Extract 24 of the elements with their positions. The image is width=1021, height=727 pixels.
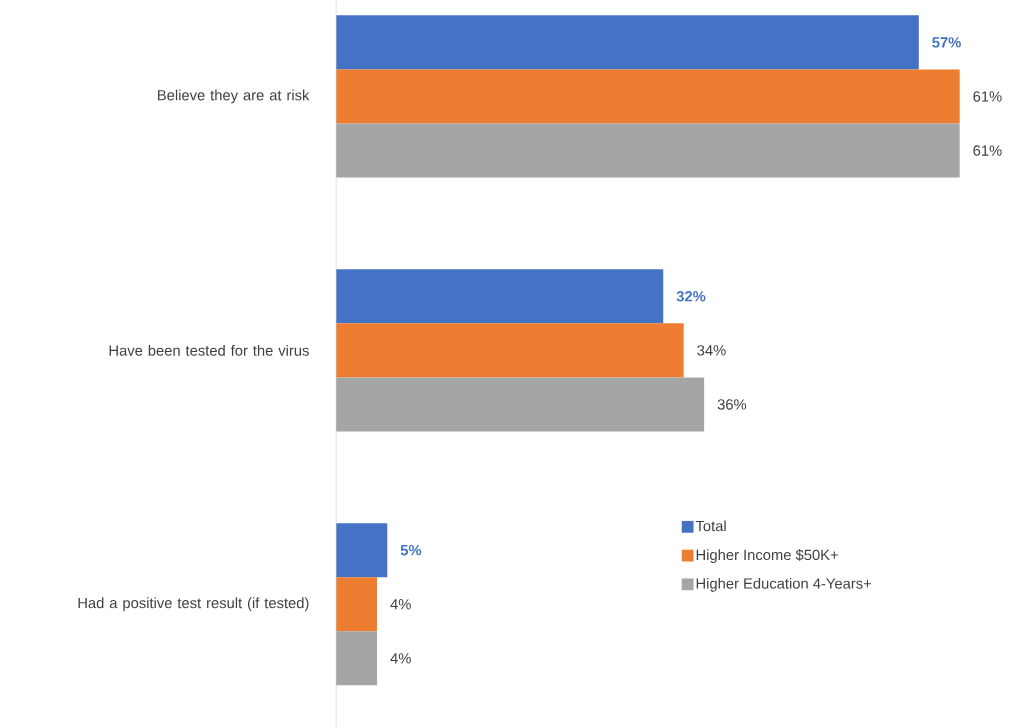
bar [336,577,378,632]
y-tick-label: Believe they are at risk [158,89,310,104]
data-label: 5% [400,544,422,556]
legend-label: Higher Education 4-Years+ [696,577,871,592]
legend-label: Total [695,520,726,532]
data-label: 36% [717,399,747,410]
y-tick-label: Have been tested for the virus [109,344,309,356]
bar [336,69,960,124]
data-label: 34% [697,345,726,356]
y-tick-label: Had a positive test result (if tested) [78,597,309,612]
bar [336,523,388,578]
bar [336,323,684,378]
data-label: 32% [676,290,706,302]
legend-label: Higher Income $50K+ [696,548,838,563]
data-label: 4% [390,599,411,610]
bar [336,377,705,432]
data-label: 57% [932,37,961,48]
data-label: 4% [390,653,411,664]
data-label: 61% [973,91,1002,102]
bar [336,123,960,178]
bar [336,269,664,324]
bar [336,15,919,70]
data-label: 61% [973,145,1002,156]
bar [336,631,378,686]
